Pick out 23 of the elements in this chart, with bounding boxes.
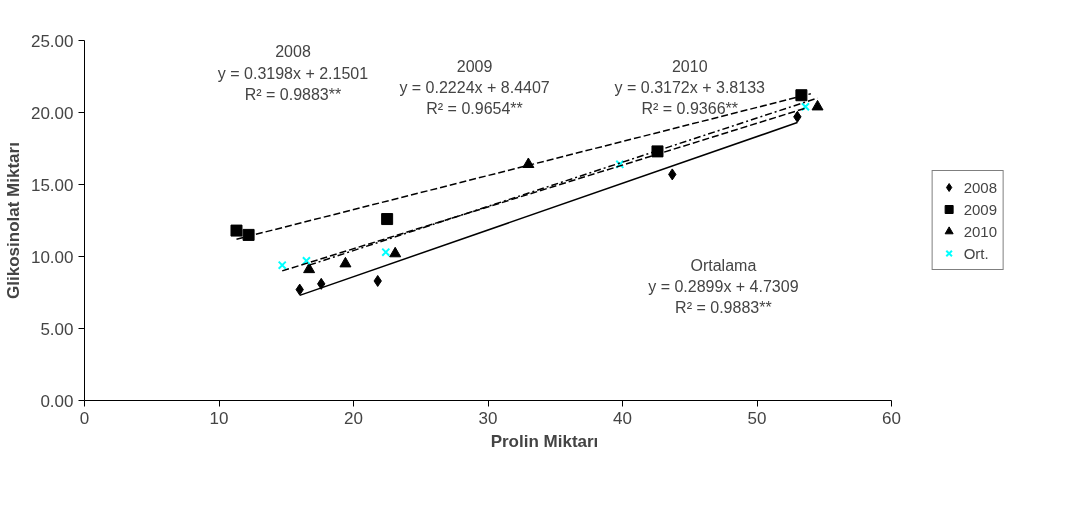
x-tick-label: 0: [79, 408, 90, 428]
legend-label: 2009: [963, 200, 997, 218]
y-axis-title: Glikosinolat Miktarı: [3, 142, 23, 299]
x-tick-label: 60: [882, 408, 901, 428]
y-tick-label: 5.00: [40, 319, 74, 339]
annotation: Ortalama y = 0.2899x + 4.7309 R² = 0.9883**: [648, 256, 799, 316]
x-tick-label: 50: [747, 408, 767, 428]
x-tick-label: 40: [613, 408, 632, 428]
y-tick-label: 20.00: [30, 103, 74, 123]
legend-label: 2008: [963, 178, 997, 196]
legend-label: Ort.: [963, 244, 989, 262]
annotation: 2009 y = 0.2224x + 8.4407 R² = 0.9654**: [399, 57, 550, 118]
x-axis-title: Prolin Miktarı: [490, 431, 599, 451]
y-tick-label: 0.00: [40, 391, 74, 411]
y-tick-label: 15.00: [30, 175, 74, 195]
x-tick-label: 20: [344, 408, 363, 428]
y-tick-label: 10.00: [30, 247, 74, 267]
legend-label: 2010: [963, 222, 997, 240]
x-tick-label: 30: [478, 408, 498, 428]
annotation: 2008 y = 0.3198x + 2.1501 R² = 0.9883**: [217, 43, 369, 103]
y-tick-label: 25.00: [30, 31, 74, 51]
x-tick-label: 10: [209, 408, 229, 428]
annotation: 2010 y = 0.3172x + 3.8133 R² = 0.9366**: [614, 57, 766, 118]
